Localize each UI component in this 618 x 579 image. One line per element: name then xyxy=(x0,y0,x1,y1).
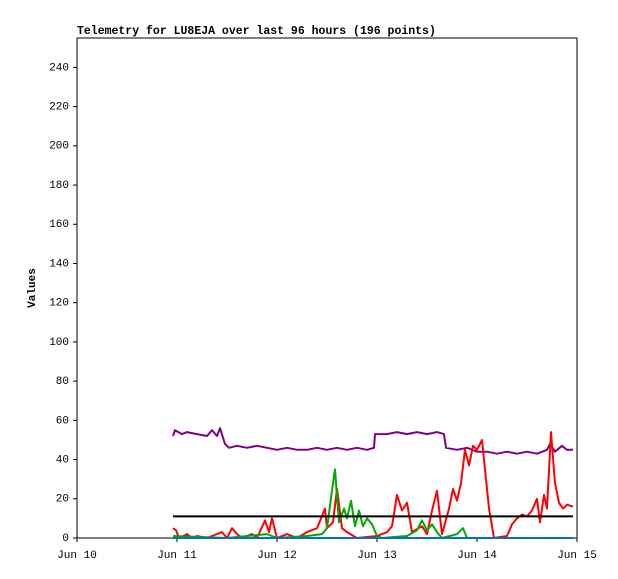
y-tick-label: 120 xyxy=(49,298,69,310)
y-tick-label: 20 xyxy=(56,494,69,506)
chart-title: Telemetry for LU8EJA over last 96 hours … xyxy=(77,25,436,38)
x-tick-label: Jun 11 xyxy=(157,550,197,562)
series-line xyxy=(172,468,573,539)
y-tick-label: 240 xyxy=(49,62,69,74)
x-tick-label: Jun 12 xyxy=(257,550,297,562)
y-tick-label: 160 xyxy=(49,219,69,231)
series-line xyxy=(172,427,573,455)
y-tick-label: 200 xyxy=(49,141,69,153)
y-tick-label: 100 xyxy=(49,337,69,349)
y-axis-label: Values xyxy=(27,268,39,308)
y-tick-label: 60 xyxy=(56,415,69,427)
y-tick-label: 0 xyxy=(62,533,69,545)
x-tick-label: Jun 10 xyxy=(57,550,97,562)
y-tick-label: 180 xyxy=(49,180,69,192)
y-tick-label: 220 xyxy=(49,102,69,114)
x-tick-label: Jun 14 xyxy=(457,550,497,562)
y-tick-label: 40 xyxy=(56,454,69,466)
x-tick-label: Jun 13 xyxy=(357,550,397,562)
x-tick-label: Jun 15 xyxy=(557,550,597,562)
y-tick-label: 80 xyxy=(56,376,69,388)
y-tick-label: 140 xyxy=(49,258,69,270)
